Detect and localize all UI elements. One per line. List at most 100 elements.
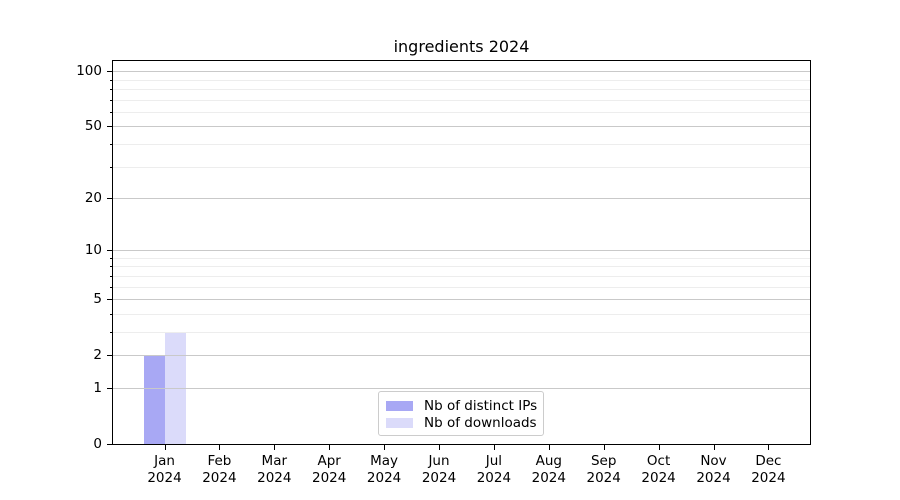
y-tick-label-20: 20 [84, 190, 102, 207]
y-minortick-60 [110, 111, 113, 113]
x-tick-11 [768, 444, 770, 450]
x-tick-label-line: Jul [485, 453, 503, 469]
x-tick-label-line: Apr [317, 453, 341, 469]
y-tick-20 [107, 198, 113, 200]
chart-title: ingredients 2024 [393, 37, 530, 56]
gridline-major-100 [113, 71, 810, 73]
gridline-major-5 [113, 299, 810, 301]
gridline-minor-7 [113, 275, 810, 277]
x-tick-label-line: Jan [154, 453, 175, 469]
x-tick-label-5: Jun 2024 [409, 453, 469, 486]
y-minortick-80 [110, 88, 113, 90]
x-tick-4 [384, 444, 386, 450]
gridline-minor-4 [113, 313, 810, 315]
bar-nb-of-distinct-ips-0 [143, 355, 165, 444]
x-tick-label-7: Aug 2024 [519, 453, 579, 486]
legend-entry: Nb of distinct IPs [386, 397, 538, 414]
x-tick-label-line: Oct [646, 453, 671, 469]
gridline-minor-9 [113, 257, 810, 259]
x-tick-1 [219, 444, 221, 450]
x-tick-label-line: 2024 [257, 469, 292, 486]
legend-label: Nb of downloads [424, 414, 537, 431]
y-tick-label-5: 5 [93, 291, 102, 308]
x-tick-label-line: 2024 [366, 469, 402, 486]
legend-label: Nb of distinct IPs [424, 397, 538, 414]
gridline-minor-40 [113, 143, 810, 145]
x-tick-3 [329, 444, 331, 450]
gridline-major-1 [113, 387, 810, 389]
y-tick-label-0: 0 [93, 436, 102, 452]
gridline-minor-90 [113, 79, 810, 81]
x-tick-label-line: 2024 [696, 469, 731, 486]
gridline-minor-30 [113, 166, 810, 168]
legend-swatch-icon [386, 417, 413, 428]
y-tick-0 [107, 444, 113, 445]
x-tick-label-line: 2024 [421, 469, 457, 486]
x-tick-10 [713, 444, 715, 450]
x-tick-label-4: May 2024 [354, 453, 414, 486]
x-tick-label-line: Aug [535, 453, 562, 469]
y-tick-5 [107, 299, 113, 301]
x-tick-label-line: 2024 [147, 469, 182, 486]
y-tick-label-100: 100 [76, 63, 102, 80]
x-tick-label-1: Feb 2024 [189, 453, 249, 486]
x-tick-label-line: Jun [428, 453, 450, 469]
x-tick-label-0: Jan 2024 [135, 453, 195, 486]
gridline-minor-80 [113, 88, 810, 90]
gridline-major-2 [113, 355, 810, 357]
x-tick-label-line: Dec [755, 453, 782, 469]
y-tick-10 [107, 250, 113, 252]
gridline-major-20 [113, 198, 810, 200]
gridline-major-50 [113, 126, 810, 128]
x-tick-6 [493, 444, 495, 450]
y-tick-label-50: 50 [84, 118, 102, 135]
x-tick-label-9: Oct 2024 [629, 453, 689, 486]
x-tick-label-line: 2024 [751, 469, 786, 486]
x-tick-label-2: Mar 2024 [244, 453, 304, 486]
y-tick-label-10: 10 [84, 242, 102, 259]
y-tick-100 [107, 71, 113, 73]
x-tick-label-3: Apr 2024 [299, 453, 359, 486]
gridline-major-10 [113, 250, 810, 252]
x-tick-label-6: Jul 2024 [464, 453, 524, 486]
y-minortick-3 [110, 331, 113, 333]
y-minortick-8 [110, 266, 113, 268]
y-minortick-30 [110, 166, 113, 168]
legend-entry: Nb of downloads [386, 414, 537, 431]
x-tick-5 [439, 444, 440, 450]
y-minortick-9 [110, 257, 113, 259]
y-minortick-4 [110, 313, 113, 315]
x-tick-label-11: Dec 2024 [738, 453, 798, 486]
legend: Nb of distinct IPs Nb of downloads [378, 391, 544, 436]
y-tick-label-1: 1 [93, 379, 102, 396]
x-tick-label-line: 2024 [531, 469, 566, 486]
y-tick-1 [107, 387, 113, 389]
y-tick-50 [107, 126, 113, 128]
x-tick-label-line: 2024 [586, 469, 621, 486]
plot-border [112, 60, 811, 445]
y-tick-2 [107, 355, 113, 357]
gridline-minor-6 [113, 286, 810, 288]
y-tick-label-2: 2 [93, 347, 102, 364]
x-tick-label-line: Feb [207, 453, 232, 469]
x-tick-0 [164, 444, 166, 450]
y-minortick-40 [110, 143, 113, 145]
x-tick-9 [658, 444, 660, 450]
x-tick-label-8: Sep 2024 [574, 453, 634, 486]
x-tick-label-line: 2024 [312, 469, 347, 486]
y-minortick-6 [110, 286, 113, 288]
x-tick-label-line: 2024 [476, 469, 512, 486]
legend-swatch-icon [386, 400, 413, 411]
gridline-minor-70 [113, 99, 810, 101]
x-tick-label-line: 2024 [202, 469, 237, 486]
x-tick-label-line: Sep [590, 453, 617, 469]
y-minortick-7 [110, 275, 113, 277]
x-tick-2 [274, 444, 276, 450]
x-tick-label-line: Mar [261, 453, 288, 469]
gridline-minor-8 [113, 266, 810, 268]
y-minortick-90 [110, 79, 113, 81]
gridline-minor-60 [113, 111, 810, 113]
gridline-minor-3 [113, 331, 810, 333]
x-tick-label-line: 2024 [641, 469, 676, 486]
